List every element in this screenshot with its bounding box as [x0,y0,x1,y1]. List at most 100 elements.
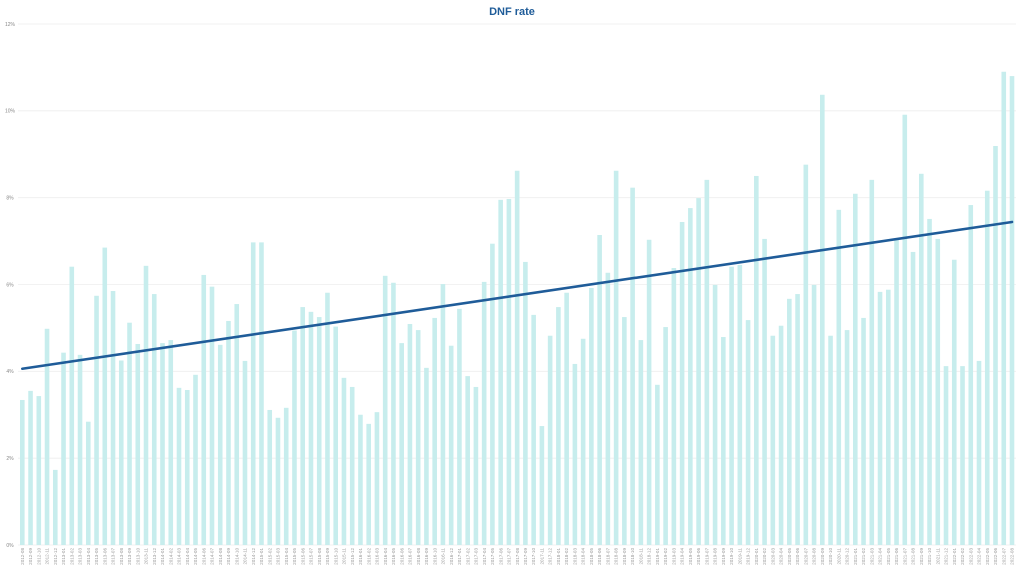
x-tick-label: 2013-04 [86,548,91,565]
x-tick-label: 2019-02 [663,548,668,565]
x-tick-label: 2013-12 [152,548,157,565]
x-tick-label: 2014-08 [218,548,223,565]
x-tick-label: 2013-06 [102,548,107,565]
x-tick-label: 2019-06 [696,548,701,565]
bar-2016-04 [382,275,388,545]
bar-2014-01 [160,343,165,545]
bar-2016-01 [358,414,363,545]
bar-2016-02 [366,423,371,545]
bar-2022-07 [1001,71,1007,545]
x-tick-label: 2022-05 [985,548,990,565]
x-tick-label: 2017-05 [490,548,495,565]
bar-2015-02 [267,409,273,545]
bar-2019-08 [712,284,718,545]
bar-2014-11 [242,360,248,545]
x-tick-label: 2018-11 [638,548,643,565]
x-tick-label: 2019-03 [671,548,676,565]
bar-2021-04 [877,291,883,545]
bar-2014-04 [184,390,190,545]
bar-2015-03 [275,417,281,545]
x-tick-label: 2017-10 [531,548,536,565]
x-tick-label: 2013-01 [61,548,66,565]
x-tick-label: 2020-12 [845,548,850,565]
x-tick-label: 2017-07 [507,548,512,565]
x-tick-label: 2021-12 [944,548,949,565]
x-tick-label: 2020-10 [828,548,833,565]
bar-2017-09 [523,261,528,545]
bar-2018-03 [572,363,578,545]
x-tick-label: 2017-09 [523,548,528,565]
x-tick-label: 2019-12 [746,548,751,565]
bar-2018-11 [638,340,644,545]
bar-2019-01 [655,384,660,545]
x-tick-label: 2014-06 [201,548,206,565]
bar-2016-07 [407,324,413,545]
chart-title: DNF rate [489,6,535,18]
bar-2013-04 [85,421,91,545]
x-tick-label: 2022-06 [993,548,998,565]
bar-2013-08 [118,360,124,545]
x-tick-label: 2013-11 [144,548,149,565]
bar-2014-05 [193,374,198,545]
bar-2015-10 [333,326,339,545]
bar-2017-08 [514,170,520,545]
bar-2021-10 [927,218,932,545]
x-tick-label: 2017-11 [539,548,544,565]
bar-2019-02 [663,327,668,545]
x-tick-label: 2016-05 [391,548,396,565]
x-tick-label: 2012-12 [53,548,58,565]
bar-2019-12 [745,320,751,545]
y-tick-label: 4% [6,369,14,375]
x-tick-label: 2015-08 [317,548,322,565]
bar-2017-03 [473,386,479,545]
bar-2021-02 [861,317,866,545]
bar-2020-04 [778,325,784,545]
bar-2018-06 [597,235,602,545]
bar-2017-05 [490,243,495,545]
x-tick-label: 2019-11 [737,548,742,565]
x-tick-label: 2022-04 [977,548,982,565]
bar-2014-09 [226,320,231,545]
bar-2012-08 [20,399,25,545]
bar-2015-12 [349,386,355,545]
bar-2022-06 [993,146,998,545]
x-tick-label: 2016-02 [366,548,371,565]
x-tick-label: 2018-08 [614,548,619,565]
bar-2017-12 [547,335,553,545]
bar-2017-11 [539,426,545,545]
x-tick-label: 2019-09 [721,548,726,565]
y-tick-label: 6% [6,282,14,288]
x-tick-label: 2012-10 [36,548,41,565]
bar-2013-01 [61,352,66,545]
bar-2020-07 [803,164,809,546]
bar-2016-09 [424,367,429,545]
x-tick-label: 2020-09 [820,548,825,565]
bar-2021-11 [935,238,941,545]
bar-2019-06 [696,198,701,545]
x-tick-label: 2015-07 [309,548,314,565]
x-tick-label: 2017-01 [457,548,462,565]
x-tick-label: 2022-07 [1001,548,1006,565]
bar-2016-06 [399,343,404,545]
bar-2013-07 [110,291,116,545]
x-tick-label: 2015-06 [300,548,305,565]
x-tick-label: 2018-07 [605,548,610,565]
x-tick-label: 2019-05 [688,548,693,565]
x-tick-label: 2022-03 [968,548,973,565]
bar-2018-04 [580,338,586,545]
x-tick-label: 2015-02 [267,548,272,565]
bar-2013-02 [69,266,75,545]
x-tick-label: 2022-08 [1010,548,1015,565]
bar-2018-12 [646,239,652,546]
x-tick-label: 2015-09 [325,548,330,565]
bar-2017-02 [465,376,470,545]
x-tick-label: 2015-01 [259,548,264,565]
y-tick-label: 0% [6,543,14,549]
x-tick-label: 2014-10 [234,548,239,565]
x-tick-label: 2014-09 [226,548,231,565]
bar-2012-10 [36,396,42,545]
bar-2021-09 [918,173,924,545]
bar-2020-03 [770,335,776,545]
x-tick-label: 2016-01 [358,548,363,565]
bar-2014-02 [168,340,174,545]
